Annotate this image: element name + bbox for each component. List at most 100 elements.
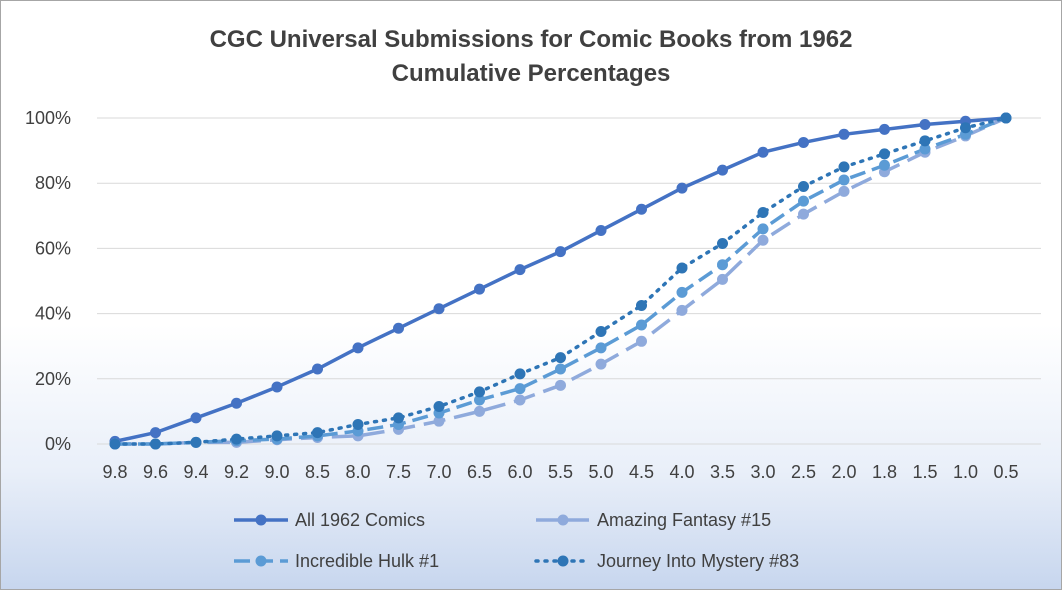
data-point	[352, 342, 364, 354]
data-point	[798, 195, 809, 207]
x-tick-label: 1.8	[872, 462, 897, 482]
data-point	[150, 438, 161, 450]
x-tick-label: 7.0	[426, 462, 451, 482]
data-point	[838, 174, 850, 186]
chart-title-line1: CGC Universal Submissions for Comic Book…	[209, 26, 853, 53]
data-point	[555, 363, 566, 375]
x-tick-label: 3.0	[750, 462, 775, 482]
x-tick-label: 4.5	[629, 462, 654, 482]
x-tick-label: 2.5	[791, 462, 816, 482]
data-point	[231, 433, 242, 445]
x-tick-label: 8.5	[305, 462, 330, 482]
data-point	[555, 379, 566, 391]
data-point	[514, 383, 526, 395]
data-point	[960, 122, 971, 134]
data-point	[514, 264, 526, 276]
legend-label: Incredible Hulk #1	[295, 551, 439, 571]
legend-marker	[557, 555, 569, 567]
x-tick-label: 3.5	[710, 462, 735, 482]
series-line	[114, 116, 1007, 444]
chart-subtitle: Cumulative Percentages	[391, 60, 671, 87]
series-line	[113, 116, 1008, 446]
data-point	[879, 159, 890, 171]
data-point	[271, 381, 283, 393]
data-point	[474, 394, 485, 406]
y-tick-label: 60%	[35, 238, 71, 258]
data-point	[231, 397, 242, 409]
legend-label: Amazing Fantasy #15	[597, 510, 771, 530]
x-tick-label: 5.0	[588, 462, 613, 482]
data-point	[433, 401, 445, 413]
data-point	[393, 322, 404, 334]
y-tick-label: 20%	[35, 369, 71, 389]
series-line	[115, 116, 1007, 446]
data-point	[433, 303, 445, 315]
data-point	[352, 418, 364, 430]
data-point	[474, 386, 485, 398]
chart-title: CGC Universal Submissions for Comic Book…	[1, 23, 1061, 91]
x-tick-label: 1.5	[912, 462, 937, 482]
data-point	[595, 358, 607, 370]
data-point	[474, 283, 485, 295]
data-point	[757, 146, 769, 158]
data-point	[919, 135, 931, 147]
data-point	[879, 148, 890, 160]
data-point	[271, 430, 283, 442]
data-point	[757, 234, 769, 246]
data-point	[636, 203, 647, 215]
data-point	[879, 123, 890, 135]
x-tick-label: 6.5	[467, 462, 492, 482]
data-point	[595, 326, 607, 338]
legend-label: Journey Into Mystery #83	[597, 551, 799, 571]
data-point	[717, 164, 728, 176]
x-tick-label: 9.4	[183, 462, 208, 482]
data-point	[838, 128, 850, 140]
x-tick-label: 2.0	[831, 462, 856, 482]
x-tick-label: 9.0	[264, 462, 289, 482]
x-tick-label: 6.0	[507, 462, 532, 482]
data-point	[636, 319, 647, 331]
data-point	[636, 299, 647, 311]
y-tick-label: 40%	[35, 304, 71, 324]
legend-marker	[557, 514, 569, 526]
x-tick-label: 1.0	[953, 462, 978, 482]
data-point	[919, 119, 931, 131]
data-point	[433, 415, 445, 427]
data-point	[555, 246, 566, 258]
data-point	[190, 436, 202, 448]
data-point	[1000, 112, 1012, 124]
data-point	[595, 224, 607, 236]
data-point	[676, 262, 688, 274]
data-point	[717, 273, 728, 285]
data-point	[838, 161, 850, 173]
x-tick-label: 9.6	[143, 462, 168, 482]
data-point	[109, 438, 121, 450]
data-point	[555, 352, 566, 364]
y-tick-label: 0%	[45, 434, 71, 454]
y-tick-label: 80%	[35, 173, 71, 193]
x-tick-label: 5.5	[548, 462, 573, 482]
data-point	[798, 180, 809, 192]
series-line	[115, 116, 1007, 446]
x-tick-label: 0.5	[993, 462, 1018, 482]
data-point	[393, 412, 404, 424]
data-point	[514, 394, 526, 406]
data-point	[636, 335, 647, 347]
data-point	[676, 286, 688, 298]
data-point	[676, 182, 688, 194]
legend-marker	[255, 514, 267, 526]
data-point	[190, 412, 202, 424]
legend-marker	[255, 555, 267, 567]
x-tick-label: 7.5	[386, 462, 411, 482]
data-point	[798, 136, 809, 148]
data-point	[514, 368, 526, 380]
data-point	[474, 405, 485, 417]
data-point	[717, 238, 728, 250]
data-point	[798, 208, 809, 220]
x-tick-label: 9.2	[224, 462, 249, 482]
data-point	[717, 259, 728, 271]
data-point	[676, 304, 688, 316]
y-tick-label: 100%	[25, 108, 71, 128]
